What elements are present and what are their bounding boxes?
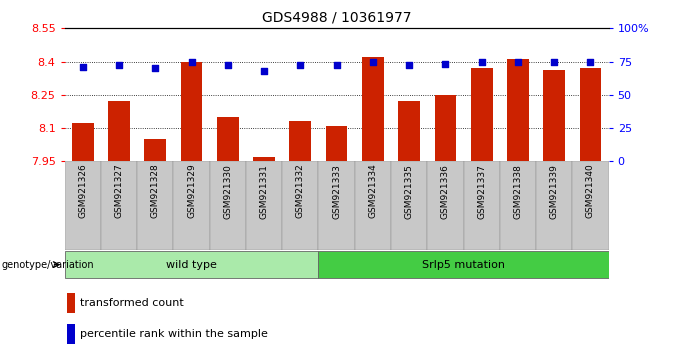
- Bar: [318, 161, 355, 250]
- Point: [513, 59, 524, 64]
- Bar: [67, 293, 75, 314]
- Text: GSM921327: GSM921327: [114, 164, 124, 218]
- Bar: [282, 161, 318, 250]
- Bar: [209, 161, 246, 250]
- Text: GSM921329: GSM921329: [187, 164, 196, 218]
- Bar: [217, 117, 239, 161]
- Bar: [290, 121, 311, 161]
- Bar: [398, 101, 420, 161]
- Bar: [507, 59, 529, 161]
- Text: wild type: wild type: [166, 259, 217, 270]
- Text: GSM921330: GSM921330: [223, 164, 233, 219]
- Bar: [391, 161, 427, 250]
- Bar: [137, 161, 173, 250]
- Text: percentile rank within the sample: percentile rank within the sample: [80, 329, 267, 339]
- Text: GSM921332: GSM921332: [296, 164, 305, 218]
- Bar: [253, 157, 275, 161]
- Bar: [246, 161, 282, 250]
- Bar: [500, 161, 536, 250]
- Point: [295, 63, 306, 68]
- Bar: [173, 161, 209, 250]
- Bar: [435, 95, 456, 161]
- Bar: [181, 62, 203, 161]
- Bar: [108, 101, 130, 161]
- Point: [549, 59, 560, 64]
- Bar: [573, 161, 609, 250]
- Text: GSM921326: GSM921326: [78, 164, 87, 218]
- Text: GSM921331: GSM921331: [260, 164, 269, 219]
- Bar: [65, 161, 101, 250]
- Title: GDS4988 / 10361977: GDS4988 / 10361977: [262, 10, 411, 24]
- Point: [150, 65, 160, 71]
- Text: Srlp5 mutation: Srlp5 mutation: [422, 259, 505, 270]
- Bar: [464, 161, 500, 250]
- Bar: [65, 251, 318, 278]
- Point: [440, 61, 451, 67]
- Bar: [318, 251, 609, 278]
- Bar: [326, 126, 347, 161]
- Text: GSM921337: GSM921337: [477, 164, 486, 219]
- Point: [78, 64, 88, 70]
- Bar: [144, 139, 166, 161]
- Point: [331, 63, 342, 68]
- Text: GSM921333: GSM921333: [332, 164, 341, 219]
- Bar: [536, 161, 573, 250]
- Point: [585, 59, 596, 64]
- Point: [222, 63, 233, 68]
- Point: [258, 68, 269, 74]
- Bar: [362, 57, 384, 161]
- Text: GSM921334: GSM921334: [369, 164, 377, 218]
- Point: [404, 63, 415, 68]
- Text: GSM921340: GSM921340: [586, 164, 595, 218]
- Text: genotype/variation: genotype/variation: [1, 259, 94, 270]
- Bar: [471, 68, 492, 161]
- Text: GSM921328: GSM921328: [151, 164, 160, 218]
- Bar: [101, 161, 137, 250]
- Point: [367, 59, 378, 64]
- Bar: [355, 161, 391, 250]
- Text: transformed count: transformed count: [80, 298, 184, 308]
- Bar: [543, 70, 565, 161]
- Point: [114, 63, 124, 68]
- Text: GSM921338: GSM921338: [513, 164, 522, 219]
- Bar: [67, 324, 75, 344]
- Bar: [72, 124, 94, 161]
- Point: [476, 59, 487, 64]
- Text: GSM921335: GSM921335: [405, 164, 413, 219]
- Point: [186, 59, 197, 64]
- Bar: [427, 161, 464, 250]
- Bar: [579, 68, 601, 161]
- Text: GSM921336: GSM921336: [441, 164, 450, 219]
- Text: GSM921339: GSM921339: [549, 164, 559, 219]
